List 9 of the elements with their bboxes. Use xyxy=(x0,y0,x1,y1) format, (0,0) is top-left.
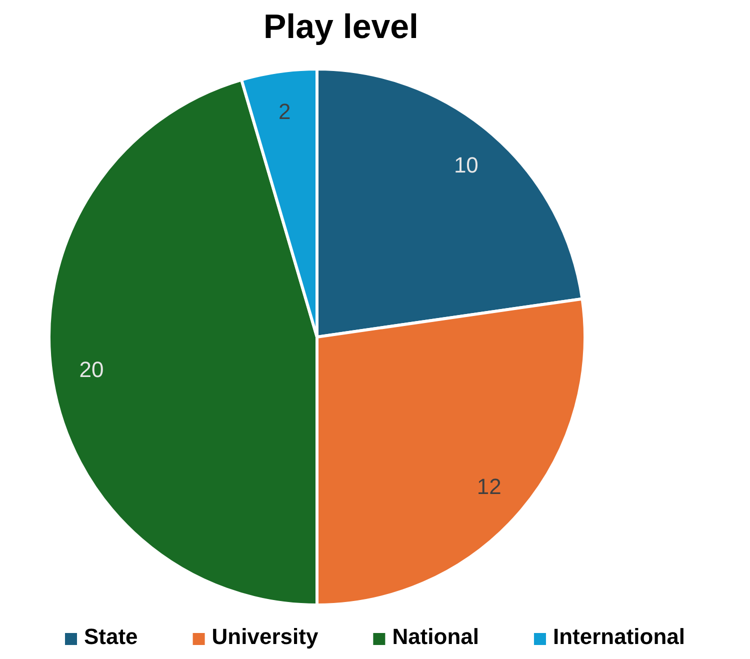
chart-title: Play level xyxy=(263,8,419,46)
data-label: 10 xyxy=(454,152,478,178)
data-label: 20 xyxy=(79,357,104,382)
legend-label: State xyxy=(84,624,138,649)
data-label: 2 xyxy=(278,99,291,124)
data-label: 12 xyxy=(476,474,502,499)
legend-label: University xyxy=(212,624,319,649)
legend-label: National xyxy=(392,624,479,649)
legend-label: International xyxy=(552,624,685,649)
